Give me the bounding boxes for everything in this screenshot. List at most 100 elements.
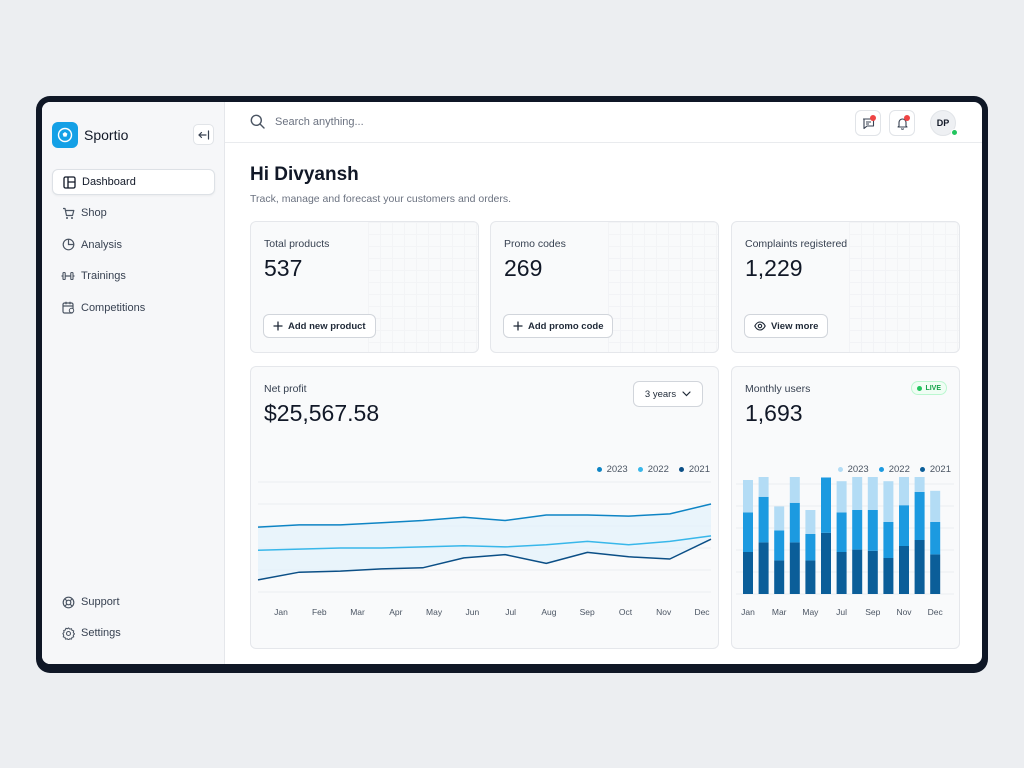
sidebar-item-competitions[interactable]: Competitions xyxy=(52,295,215,321)
net-profit-legend: 2023 2022 2021 xyxy=(587,464,710,475)
eye-icon xyxy=(754,321,766,331)
monthly-users-bar-chart: Jan Mar May Jul Sep Nov Dec xyxy=(736,477,954,617)
sidebar-nav: Dashboard Shop Analysis Trainings Compet… xyxy=(52,169,215,326)
notifications-button[interactable] xyxy=(889,110,915,136)
bar-segment-2023 xyxy=(821,477,831,478)
page-subtitle: Track, manage and forecast your customer… xyxy=(250,193,512,205)
x-tick-label: Nov xyxy=(896,607,912,617)
sidebar-item-support[interactable]: Support xyxy=(52,589,215,615)
legend-item: 2023 xyxy=(837,464,869,475)
soccer-ball-icon xyxy=(52,122,78,148)
bar-segment-2021 xyxy=(883,558,894,594)
dashboard-icon xyxy=(62,175,76,189)
messages-button[interactable] xyxy=(855,110,881,136)
legend-item: 2021 xyxy=(919,464,951,475)
app-window: Sportio Dashboard Shop Analysis Training… xyxy=(42,102,982,664)
stat-value: 537 xyxy=(264,255,303,281)
bar-segment-2022 xyxy=(867,510,878,551)
bar-segment-2023 xyxy=(774,506,785,531)
bar-segment-2021 xyxy=(899,546,909,594)
dumbbell-icon xyxy=(61,269,75,283)
bar-segment-2023 xyxy=(743,480,753,513)
sidebar-item-label: Trainings xyxy=(81,270,126,283)
sidebar: Sportio Dashboard Shop Analysis Training… xyxy=(42,102,225,664)
bar-segment-2022 xyxy=(883,522,894,558)
x-tick-label: Jan xyxy=(741,607,755,617)
sidebar-item-shop[interactable]: Shop xyxy=(52,200,215,226)
x-tick-label: Oct xyxy=(619,607,633,617)
x-tick-label: Jan xyxy=(274,607,288,617)
bar-segment-2022 xyxy=(789,502,800,543)
stat-label: Promo codes xyxy=(504,238,566,250)
range-band xyxy=(258,504,711,580)
bar-segment-2021 xyxy=(821,532,831,594)
bar-segment-2022 xyxy=(836,512,847,552)
net-profit-value: $25,567.58 xyxy=(264,400,380,426)
time-range-select[interactable]: 3 years xyxy=(633,381,703,407)
bar-segment-2022 xyxy=(821,477,831,533)
search-icon xyxy=(250,114,265,134)
page-title: Hi Divyansh xyxy=(250,164,359,185)
bar-segment-2023 xyxy=(789,477,800,503)
search-input[interactable] xyxy=(275,113,525,131)
x-tick-label: Dec xyxy=(928,607,944,617)
plus-icon xyxy=(273,321,283,331)
bar-segment-2021 xyxy=(758,542,769,594)
stat-card-complaints: Complaints registered 1,229 View more xyxy=(731,221,960,353)
net-profit-card: Net profit $25,567.58 3 years 2023 2022 … xyxy=(250,366,719,649)
add-promo-code-button[interactable]: Add promo code xyxy=(503,314,614,338)
monthly-users-value: 1,693 xyxy=(745,400,803,426)
bar-segment-2023 xyxy=(867,477,878,510)
bar-segment-2022 xyxy=(899,505,909,546)
avatar[interactable]: DP xyxy=(930,110,958,136)
bar-segment-2023 xyxy=(758,477,769,497)
add-product-button[interactable]: Add new product xyxy=(263,314,376,338)
device-frame: Sportio Dashboard Shop Analysis Training… xyxy=(36,96,988,673)
legend-item: 2022 xyxy=(878,464,910,475)
x-tick-label: Aug xyxy=(541,607,556,617)
unread-dot xyxy=(870,115,876,121)
sidebar-item-analysis[interactable]: Analysis xyxy=(52,232,215,258)
bar-segment-2021 xyxy=(774,560,785,594)
chevron-down-icon xyxy=(682,391,691,397)
bar-segment-2022 xyxy=(852,510,863,550)
x-tick-label: Mar xyxy=(350,607,365,617)
bar-segment-2022 xyxy=(930,522,941,555)
stat-card-total-products: Total products 537 Add new product xyxy=(250,221,479,353)
x-tick-label: Sep xyxy=(865,607,880,617)
bar-segment-2021 xyxy=(836,552,847,594)
x-tick-label: Jul xyxy=(505,607,516,617)
bar-segment-2022 xyxy=(914,492,925,540)
lifebuoy-icon xyxy=(61,595,75,609)
x-tick-label: Jul xyxy=(836,607,847,617)
sidebar-item-label: Analysis xyxy=(81,238,122,251)
bar-segment-2023 xyxy=(930,490,941,522)
sidebar-item-trainings[interactable]: Trainings xyxy=(52,263,215,289)
bar-segment-2023 xyxy=(805,510,816,534)
legend-item: 2023 xyxy=(596,464,628,475)
view-more-button[interactable]: View more xyxy=(744,314,829,338)
bar-segment-2021 xyxy=(914,540,925,594)
stat-label: Total products xyxy=(264,238,330,250)
stat-card-promo-codes: Promo codes 269 Add promo code xyxy=(490,221,719,353)
bar-segment-2023 xyxy=(836,481,847,513)
legend-item: 2022 xyxy=(637,464,669,475)
bar-segment-2021 xyxy=(743,552,753,594)
monthly-users-card: Monthly users 1,693 LIVE 2023 2022 2021 … xyxy=(731,366,960,649)
brand[interactable]: Sportio xyxy=(52,122,128,148)
series-line-2022 xyxy=(257,535,712,551)
bar-segment-2022 xyxy=(758,496,769,543)
sidebar-item-dashboard[interactable]: Dashboard xyxy=(52,169,215,195)
legend-item: 2021 xyxy=(678,464,710,475)
bar-segment-2022 xyxy=(774,530,785,561)
bar-segment-2021 xyxy=(852,549,863,594)
x-tick-label: May xyxy=(426,607,443,617)
bar-segment-2021 xyxy=(930,554,941,594)
bar-segment-2021 xyxy=(805,560,816,594)
gear-icon xyxy=(61,626,75,640)
collapse-sidebar-button[interactable] xyxy=(193,124,214,145)
series-line-2023 xyxy=(257,503,712,528)
sidebar-item-settings[interactable]: Settings xyxy=(52,620,215,646)
bar-segment-2023 xyxy=(914,477,925,492)
collapse-icon xyxy=(197,129,209,140)
